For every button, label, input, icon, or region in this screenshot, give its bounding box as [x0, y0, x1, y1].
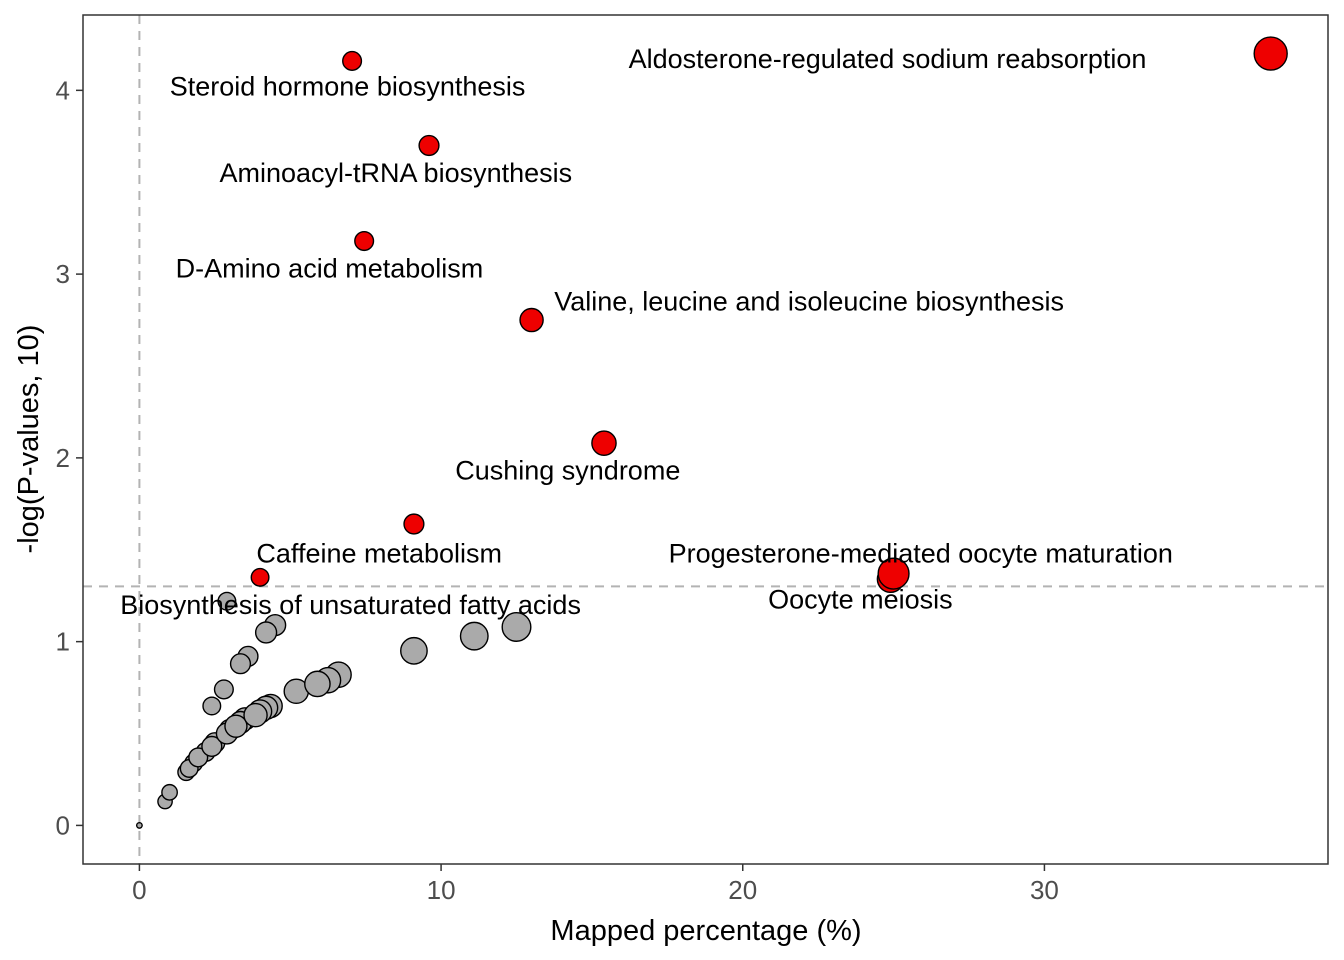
data-point — [217, 591, 237, 611]
x-tick-label: 10 — [427, 875, 456, 905]
significant-point — [418, 134, 440, 157]
y-tick-label: 1 — [56, 627, 70, 657]
point-label-cushing-syndrome: Cushing syndrome — [455, 456, 680, 486]
y-tick-label: 0 — [56, 810, 70, 840]
significant-point — [354, 230, 375, 252]
x-tick-label: 30 — [1030, 875, 1059, 905]
significant-point — [342, 50, 363, 71]
data-point — [243, 702, 268, 728]
y-axis-title: -log(P-values, 10) — [13, 325, 45, 554]
point-label-aldosterone-regulated-sodium-reabsorption: Aldosterone-regulated sodium reabsorptio… — [629, 44, 1147, 74]
data-point — [254, 621, 278, 644]
data-points — [135, 36, 1288, 829]
significant-point — [1253, 36, 1288, 71]
y-axis: 0 1 2 3 4 — [56, 75, 83, 840]
point-label-caffeine-metabolism: Caffeine metabolism — [256, 538, 502, 568]
significant-point — [403, 513, 425, 535]
significant-point — [877, 557, 910, 590]
data-point — [202, 696, 222, 716]
x-tick-label: 0 — [132, 875, 146, 905]
panel-border — [82, 14, 1329, 865]
point-label-aminoacyl-trna-biosynthesis: Aminoacyl-tRNA biosynthesis — [220, 158, 573, 188]
point-labels: Aldosterone-regulated sodium reabsorptio… — [120, 44, 1173, 620]
point-label-progesterone-mediated-oocyte-maturation: Progesterone-mediated oocyte maturation — [669, 538, 1173, 568]
data-point — [224, 714, 248, 738]
data-point — [304, 670, 331, 698]
x-axis-title: Mapped percentage (%) — [550, 915, 861, 947]
data-point — [188, 747, 209, 768]
point-label-d-amino-acid-metabolism: D-Amino acid metabolism — [176, 254, 484, 284]
x-axis: 0 10 20 30 — [132, 864, 1059, 905]
point-label-steroid-hormone-biosynthesis: Steroid hormone biosynthesis — [170, 72, 526, 102]
reference-lines — [83, 15, 1328, 864]
point-label-oocyte-meiosis: Oocyte meiosis — [768, 584, 953, 614]
data-point — [135, 821, 143, 829]
significant-point — [250, 567, 270, 587]
x-tick-label: 20 — [728, 875, 757, 905]
data-point — [501, 611, 532, 642]
y-tick-label: 4 — [56, 75, 70, 105]
data-point — [459, 621, 489, 651]
point-label-biosynthesis-of-unsaturated-fatty-acids: Biosynthesis of unsaturated fatty acids — [120, 590, 581, 620]
point-label-valine-leucine-and-isoleucine-biosynthesis: Valine, leucine and isoleucine biosynthe… — [554, 287, 1064, 317]
y-tick-label: 3 — [56, 259, 70, 289]
data-point — [161, 783, 178, 801]
data-point — [201, 735, 223, 757]
data-point — [213, 679, 234, 700]
y-tick-label: 2 — [56, 443, 70, 473]
significant-point — [591, 430, 617, 456]
data-point — [400, 636, 428, 665]
significant-point — [519, 307, 544, 333]
data-point — [229, 653, 252, 675]
